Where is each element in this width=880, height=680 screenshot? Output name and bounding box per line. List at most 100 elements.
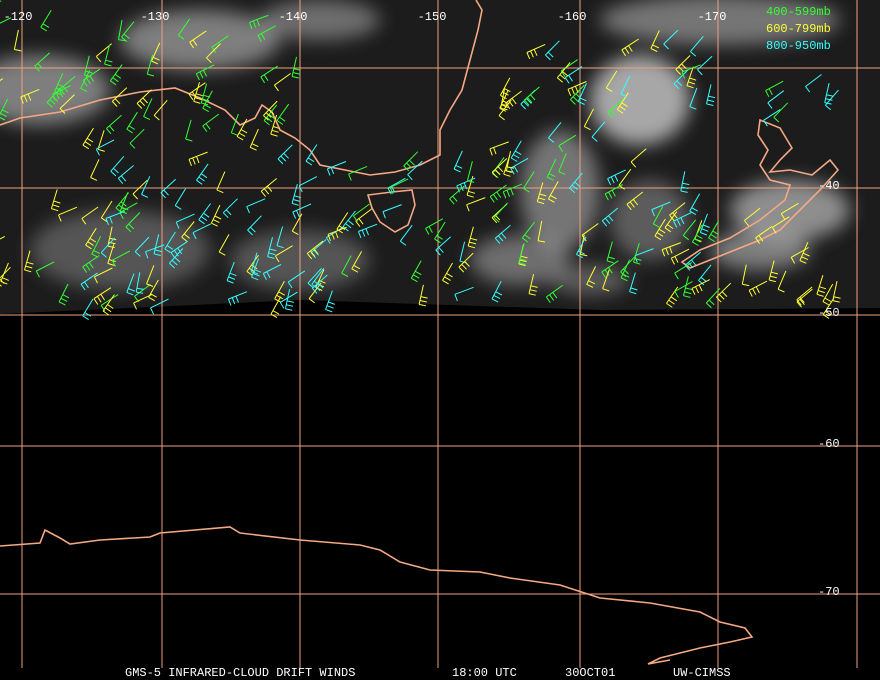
wind-barb [85, 227, 97, 250]
wind-barb [279, 291, 298, 309]
wind-barb [675, 55, 691, 75]
wind-barb [583, 108, 594, 131]
wind-barb [273, 73, 291, 92]
wind-barb [210, 204, 222, 227]
longitude-label: -140 [279, 10, 308, 24]
wind-barb [305, 144, 318, 166]
wind-barb [262, 263, 282, 280]
wind-barb [291, 183, 302, 206]
wind-barbs [0, 0, 841, 321]
wind-barb [13, 29, 22, 52]
wind-barb [216, 171, 226, 194]
wind-barb [247, 215, 262, 236]
wind-barb [246, 254, 259, 276]
wind-barb [146, 265, 155, 287]
wind-barb [351, 251, 363, 273]
wind-barb [601, 207, 619, 227]
wind-barb [263, 100, 278, 121]
wind-barb [410, 260, 422, 283]
wind-barb [526, 43, 546, 60]
wind-barb [325, 290, 336, 313]
wind-barb [403, 151, 419, 172]
wind-barb [353, 203, 370, 222]
wind-barb [109, 64, 123, 86]
wind-barb [0, 235, 6, 240]
wind-barb [680, 171, 690, 193]
wind-barb [270, 114, 280, 137]
wind-barb [569, 172, 583, 193]
wind-barb [716, 282, 732, 303]
wind-barb [93, 287, 112, 305]
wind-barb [169, 248, 184, 269]
wind-barb [494, 224, 511, 244]
wind-barb [326, 161, 347, 176]
wind-barb [607, 98, 623, 119]
wind-barb [748, 280, 768, 297]
wind-barb [276, 103, 290, 125]
satellite-imagery [0, 0, 880, 314]
wind-barb [150, 298, 169, 315]
wind-barb [200, 83, 211, 106]
wind-barb [277, 144, 293, 165]
wind-barb [80, 70, 91, 92]
wind-barb [34, 52, 51, 72]
wind-barb [699, 213, 710, 236]
wind-barb [276, 226, 284, 249]
latitude-label: -60 [818, 437, 840, 451]
wind-barb [524, 86, 540, 106]
wind-barb [434, 221, 446, 244]
longitude-label: -130 [141, 10, 170, 24]
wind-barb [604, 184, 623, 201]
wind-barb [545, 284, 563, 303]
wind-barb [141, 176, 151, 198]
wind-barb [134, 236, 150, 257]
wind-barb [606, 241, 615, 264]
wind-barb [466, 197, 486, 212]
wind-barb [202, 90, 213, 113]
wind-barb [132, 179, 148, 200]
latitude-label: -70 [818, 585, 840, 599]
wind-barb [117, 165, 134, 185]
wind-barb [674, 281, 693, 298]
legend-entry: 400-599mb [766, 5, 831, 19]
wind-barb [493, 202, 508, 223]
wind-barb [832, 280, 841, 303]
wind-barb [106, 114, 122, 135]
wind-barb [327, 226, 347, 241]
wind-barb [765, 80, 784, 98]
wind-barb [0, 17, 12, 24]
wind-barb [684, 251, 702, 271]
wind-barb [633, 242, 642, 265]
wind-barb [558, 134, 577, 152]
footer-time: 18:00 UTC [452, 666, 517, 680]
wind-barb [291, 56, 301, 79]
wind-barb [111, 250, 131, 267]
wind-barb [689, 87, 698, 110]
wind-barb [616, 92, 629, 114]
wind-barb [40, 9, 52, 32]
latitude-label: -50 [818, 306, 840, 320]
wind-barb [822, 297, 835, 319]
wind-barb [681, 64, 701, 79]
wind-barb [683, 276, 693, 298]
wind-barb [570, 84, 585, 105]
wind-barb [442, 262, 453, 285]
latitude-label: -40 [818, 179, 840, 193]
wind-barb [355, 208, 373, 227]
wind-barb [342, 210, 356, 232]
wind-barb [825, 89, 839, 111]
wind-barb [799, 241, 810, 264]
wind-barb [218, 234, 230, 256]
wind-barb [102, 294, 115, 316]
wind-barb [664, 211, 678, 233]
wind-barb [311, 274, 328, 294]
wind-barb [284, 289, 295, 311]
wind-barb [708, 220, 720, 242]
antarctica-coast [0, 526, 754, 665]
wind-barb [505, 151, 515, 173]
wind-barb [80, 272, 98, 291]
wind-barb [467, 226, 478, 249]
wind-barb [298, 176, 318, 193]
wind-barb [260, 178, 278, 197]
